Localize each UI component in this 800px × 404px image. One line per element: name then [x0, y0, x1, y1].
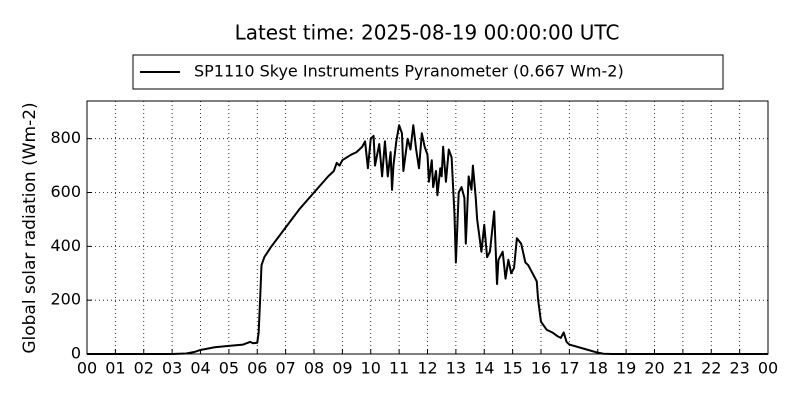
x-tick-label: 17	[559, 359, 579, 378]
x-tick-label: 13	[446, 359, 466, 378]
x-tick-label: 22	[701, 359, 721, 378]
y-tick-label: 800	[50, 128, 81, 147]
x-tick-label: 01	[105, 359, 125, 378]
x-tick-label: 12	[417, 359, 437, 378]
x-tick-label: 18	[588, 359, 608, 378]
x-tick-label: 05	[219, 359, 239, 378]
x-tick-label: 00	[758, 359, 778, 378]
plot-frame	[86, 100, 769, 355]
x-tick-label: 07	[275, 359, 295, 378]
x-tick-label: 11	[389, 359, 409, 378]
x-tick-label: 09	[332, 359, 352, 378]
x-tick-label: 23	[729, 359, 749, 378]
x-tick-label: 03	[162, 359, 182, 378]
x-tick-label: 14	[474, 359, 494, 378]
x-tick-label: 19	[616, 359, 636, 378]
chart-title: Latest time: 2025-08-19 00:00:00 UTC	[235, 21, 620, 45]
x-tick-label: 06	[247, 359, 267, 378]
x-tick-label: 21	[673, 359, 693, 378]
y-tick-label: 200	[50, 290, 81, 309]
legend-box	[132, 54, 724, 90]
x-tick-label: 00	[77, 359, 97, 378]
x-tick-label: 08	[304, 359, 324, 378]
line-series	[87, 124, 768, 355]
y-tick-label: 0	[71, 344, 81, 363]
x-tick-label: 16	[531, 359, 551, 378]
y-tick-label: 600	[50, 182, 81, 201]
y-axis-label: Global solar radiation (Wm-2)	[20, 102, 40, 353]
y-tick-label: 400	[50, 236, 81, 255]
legend-label: SP1110 Skye Instruments Pyranometer (0.6…	[194, 62, 624, 81]
x-tick-label: 02	[134, 359, 154, 378]
x-tick-label: 15	[502, 359, 522, 378]
x-tick-label: 20	[644, 359, 664, 378]
x-tick-label: 04	[190, 359, 210, 378]
x-tick-label: 10	[361, 359, 381, 378]
